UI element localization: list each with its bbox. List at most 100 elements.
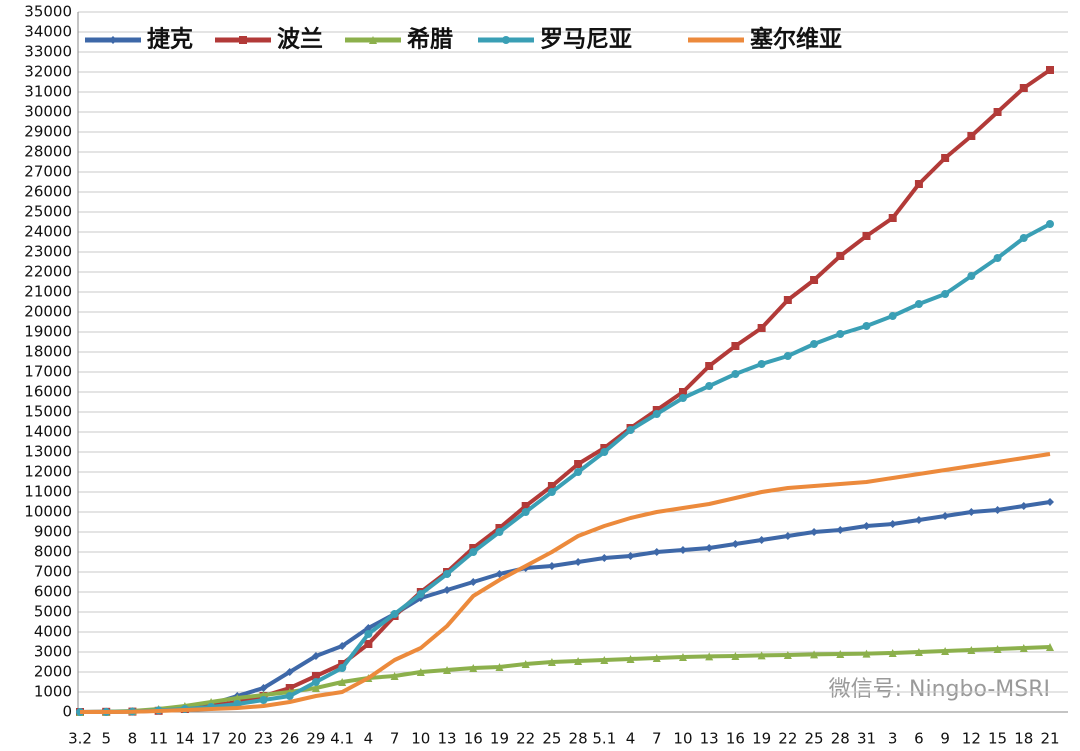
data-point [259,684,268,692]
x-tick-label: 11 [149,730,168,748]
data-point [888,520,897,528]
data-point [443,570,452,578]
x-tick-label: 26 [280,730,299,748]
data-point [993,108,1002,116]
x-tick-label: 28 [831,730,850,748]
data-point [1046,66,1054,74]
data-point [652,548,661,556]
data-point [600,656,609,664]
data-point [888,214,897,222]
data-point [810,528,819,536]
data-point [652,654,661,662]
data-point [574,558,583,566]
y-tick-label: 4000 [34,623,72,641]
legend-label: 波兰 [277,26,323,53]
data-point [626,655,635,663]
y-tick-label: 21000 [24,283,72,301]
data-point [390,672,399,680]
data-point [678,388,687,396]
data-point [862,522,871,530]
data-point [678,653,687,661]
data-point [836,330,845,338]
data-point [862,232,871,240]
x-tick-label: 21 [1040,730,1059,748]
legend-label: 希腊 [407,26,453,53]
series-line [79,222,1051,714]
data-point [285,668,294,676]
x-tick-label: 25 [805,730,824,748]
x-tick-label: 6 [914,730,924,748]
x-tick-label: 15 [988,730,1007,748]
y-tick-label: 0 [62,703,72,721]
x-tick-label: 31 [857,730,876,748]
data-point [731,540,740,548]
data-point [757,536,766,544]
data-point [443,586,452,594]
data-point [338,642,347,650]
data-point [311,684,320,692]
data-point [1046,498,1054,506]
data-point [547,488,556,496]
data-point [338,664,347,672]
y-tick-label: 26000 [24,183,72,201]
y-tick-label: 16000 [24,383,72,401]
y-tick-label: 24000 [24,223,72,241]
y-tick-label: 1000 [34,683,72,701]
data-point [967,272,976,280]
data-point [678,546,687,554]
data-point [547,482,556,490]
data-point [652,410,661,418]
x-tick-label: 5 [101,730,111,748]
data-point [914,516,923,524]
y-tick-label: 20000 [24,303,72,321]
series-line [79,68,1052,714]
data-point [1046,643,1054,651]
x-tick-label: 4.1 [330,730,354,748]
y-tick-label: 8000 [34,543,72,561]
data-point [1046,220,1054,228]
x-tick-label: 18 [1014,730,1033,748]
x-tick-label: 4 [626,730,636,748]
x-tick-label: 20 [228,730,247,748]
data-point [416,668,425,676]
y-tick-label: 23000 [24,243,72,261]
x-tick-label: 25 [542,730,561,748]
data-point [810,276,819,284]
data-point [705,362,714,370]
data-point [364,640,373,648]
legend-item: 捷克 [85,26,193,53]
legend-marker [109,36,117,44]
data-point [993,645,1002,653]
x-tick-label: 10 [411,730,430,748]
data-point [521,502,530,510]
data-point [783,352,792,360]
data-point [311,678,320,686]
x-tick-label: 29 [306,730,325,748]
data-point [993,254,1002,262]
data-point [888,649,897,657]
data-point [967,132,976,140]
legend-marker [502,36,510,44]
data-point [993,506,1002,514]
legend-item: 罗马尼亚 [478,27,632,53]
y-tick-label: 25000 [24,203,72,221]
data-point [495,528,504,536]
y-tick-label: 34000 [24,23,72,41]
y-tick-label: 3000 [34,643,72,661]
data-point [810,340,819,348]
data-point [678,394,687,402]
data-point [705,382,714,390]
y-tick-label: 9000 [34,523,72,541]
legend-item: 波兰 [215,26,323,53]
legend-label: 罗马尼亚 [540,27,632,53]
data-point [626,552,635,560]
data-point [311,652,320,660]
data-point [626,426,635,434]
y-tick-label: 28000 [24,143,72,161]
data-point [521,660,530,668]
y-tick-label: 18000 [24,343,72,361]
data-point [495,663,504,671]
legend-label: 塞尔维亚 [750,26,842,53]
